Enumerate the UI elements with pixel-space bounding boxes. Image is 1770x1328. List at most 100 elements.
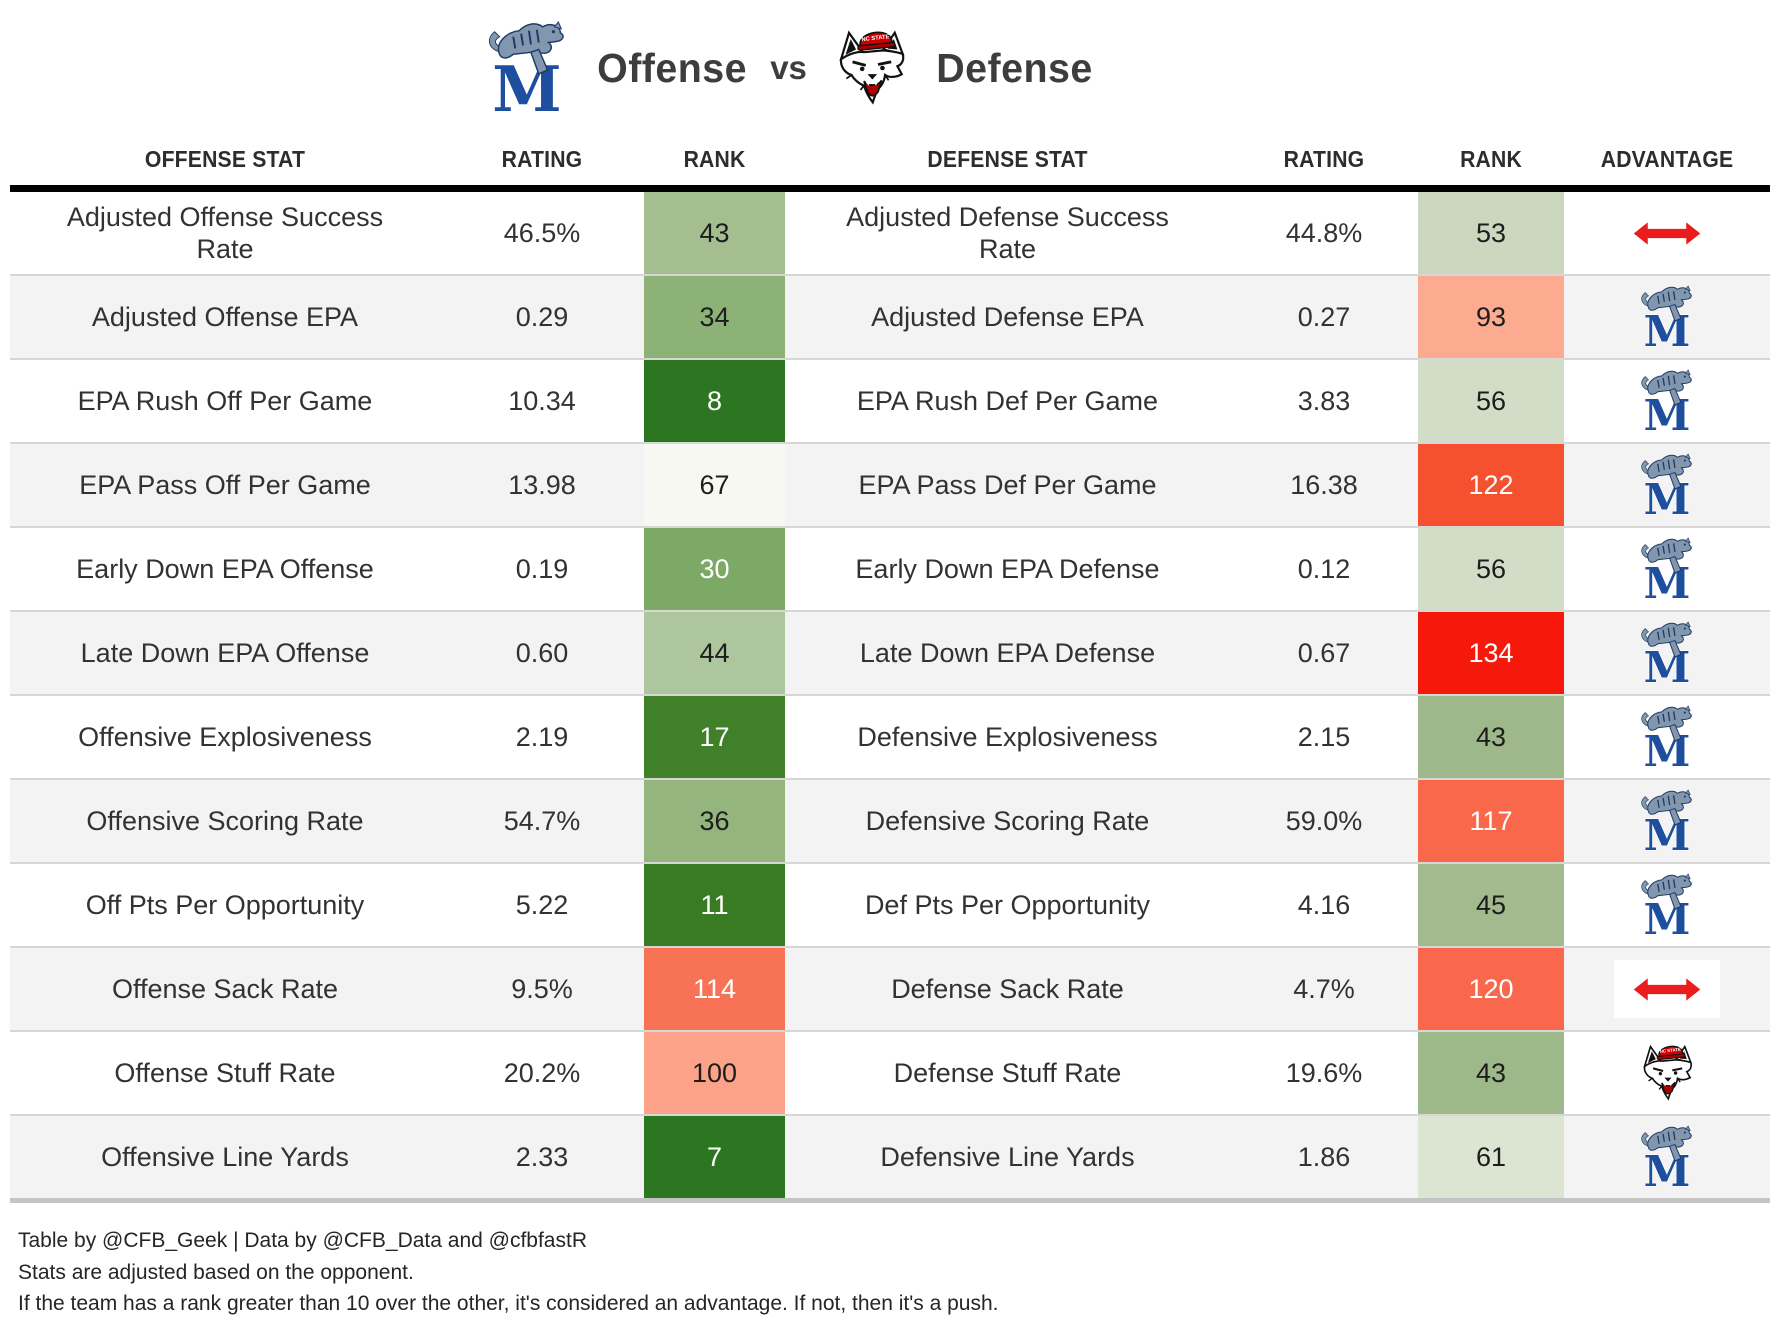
defense-rank-cell: 56 [1418,360,1564,442]
advantage-cell [1564,696,1770,778]
advantage-cell [1564,948,1770,1030]
offense-rank-cell: 67 [644,444,785,526]
table-row: EPA Pass Off Per Game 13.98 67 EPA Pass … [10,442,1770,526]
advantage-cell [1564,864,1770,946]
offense-stat-name: Adjusted Offense EPA [91,301,359,332]
nc-state-wolfpack-logo [827,24,915,112]
advantage-cell [1564,192,1770,274]
defense-rating-value: 4.16 [1297,889,1351,920]
push-double-arrow-icon [1632,973,1702,1006]
offense-stat-name: Late Down EPA Offense [80,637,370,668]
push-arrow-icon [1614,960,1720,1018]
defense-rating-value: 0.27 [1297,301,1351,332]
defense-rank-cell: 43 [1418,1032,1564,1114]
offense-stat-name: Adjusted Offense Success Rate [66,201,384,264]
offense-stat-name: Early Down EPA Offense [76,553,374,584]
push-double-arrow-icon [1632,217,1702,250]
defense-rating-value: 3.83 [1297,385,1351,416]
title-vs: vs [770,49,807,86]
defense-rank-cell: 117 [1418,780,1564,862]
memphis-tigers-logo [478,19,576,117]
defense-rank-cell: 43 [1418,696,1564,778]
defense-stat-name: EPA Rush Def Per Game [856,385,1159,416]
offense-rank-cell: 36 [644,780,785,862]
table-row: Early Down EPA Offense 0.19 30 Early Dow… [10,526,1770,610]
defense-rank-cell: 93 [1418,276,1564,358]
table-row: EPA Rush Off Per Game 10.34 8 EPA Rush D… [10,358,1770,442]
table-row: Offense Sack Rate 9.5% 114 Defense Sack … [10,946,1770,1030]
offense-rank-cell: 100 [644,1032,785,1114]
defense-rating-value: 19.6% [1285,1057,1363,1088]
memphis-tigers-logo [1634,620,1700,686]
table-row: Off Pts Per Opportunity 5.22 11 Def Pts … [10,862,1770,946]
table-row: Adjusted Offense Success Rate 46.5% 43 A… [10,192,1770,274]
defense-rank-cell: 61 [1418,1116,1564,1198]
col-header-defense-rating: RATING [1283,146,1365,172]
defense-rating-value: 0.67 [1297,637,1351,668]
offense-rating-value: 2.19 [515,721,569,752]
defense-rating-value: 59.0% [1285,805,1363,836]
defense-stat-name: Defensive Explosiveness [857,721,1158,752]
advantage-cell [1564,1116,1770,1198]
defense-stat-name: EPA Pass Def Per Game [858,469,1157,500]
offense-rank-cell: 11 [644,864,785,946]
table-row: Offensive Line Yards 2.33 7 Defensive Li… [10,1114,1770,1198]
defense-rating-value: 2.15 [1297,721,1351,752]
table-row: Offensive Scoring Rate 54.7% 36 Defensiv… [10,778,1770,862]
nc-state-wolfpack-logo [1634,1040,1700,1106]
memphis-tigers-logo [1634,704,1700,770]
memphis-tigers-logo [1634,872,1700,938]
offense-rank-cell: 7 [644,1116,785,1198]
defense-stat-name: Late Down EPA Defense [859,637,1156,668]
memphis-tigers-logo [1634,788,1700,854]
table-body: Adjusted Offense Success Rate 46.5% 43 A… [10,192,1770,1203]
advantage-cell [1564,528,1770,610]
footer-note-advantage-rule: If the team has a rank greater than 10 o… [18,1292,999,1315]
col-header-offense-rating: RATING [501,146,583,172]
table-row: Offensive Explosiveness 2.19 17 Defensiv… [10,694,1770,778]
offense-stat-name: Offensive Line Yards [101,1141,349,1172]
advantage-cell [1564,276,1770,358]
table-row: Late Down EPA Offense 0.60 44 Late Down … [10,610,1770,694]
defense-rating-value: 4.7% [1293,973,1355,1004]
offense-rank-cell: 44 [644,612,785,694]
advantage-cell [1564,1032,1770,1114]
table-row: Adjusted Offense EPA 0.29 34 Adjusted De… [10,274,1770,358]
offense-rating-value: 9.5% [511,973,573,1004]
offense-stat-name: EPA Rush Off Per Game [77,385,373,416]
defense-rating-value: 16.38 [1290,469,1358,500]
offense-stat-name: Offensive Scoring Rate [86,805,364,836]
defense-stat-name: Def Pts Per Opportunity [864,889,1151,920]
title-offense: Offense [597,44,748,91]
offense-rating-value: 2.33 [515,1141,569,1172]
offense-rating-value: 0.60 [515,637,569,668]
advantage-cell [1564,444,1770,526]
defense-stat-name: Early Down EPA Defense [855,553,1160,584]
offense-rating-value: 10.34 [508,385,576,416]
defense-stat-name: Adjusted Defense EPA [871,301,1144,332]
col-header-offense-rank: RANK [683,146,746,172]
defense-rating-value: 44.8% [1285,217,1363,248]
table-row: Offense Stuff Rate 20.2% 100 Defense Stu… [10,1030,1770,1114]
offense-stat-name: Offense Stuff Rate [114,1057,336,1088]
table-header-row: OFFENSE STAT RATING RANK DEFENSE STAT RA… [10,120,1770,192]
offense-stat-name: Off Pts Per Opportunity [85,889,365,920]
offense-rank-cell: 43 [644,192,785,274]
defense-rank-cell: 120 [1418,948,1564,1030]
memphis-tigers-logo [1634,284,1700,350]
defense-stat-name: Adjusted Defense Success Rate [846,201,1169,264]
offense-rating-value: 20.2% [503,1057,581,1088]
defense-rank-cell: 45 [1418,864,1564,946]
offense-rank-cell: 34 [644,276,785,358]
advantage-cell [1564,780,1770,862]
offense-rating-value: 0.29 [515,301,569,332]
memphis-tigers-logo [1634,536,1700,602]
advantage-cell [1564,360,1770,442]
offense-rating-value: 13.98 [508,469,576,500]
defense-stat-name: Defensive Line Yards [880,1141,1135,1172]
stats-table: OFFENSE STAT RATING RANK DEFENSE STAT RA… [10,120,1770,1203]
col-header-defense-rank: RANK [1460,146,1522,172]
title-defense: Defense [936,44,1093,91]
offense-rating-value: 46.5% [503,217,581,248]
offense-stat-name: Offensive Explosiveness [78,721,372,752]
